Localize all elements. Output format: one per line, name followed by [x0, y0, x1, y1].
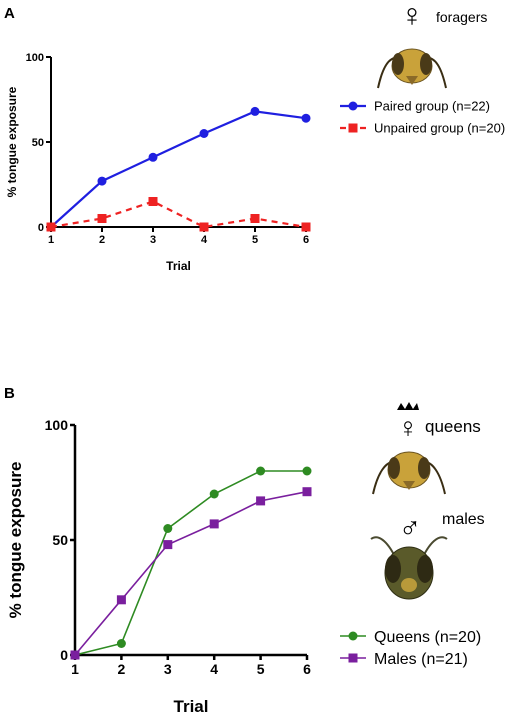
x-tick-label: 5: [252, 234, 258, 246]
data-point: [302, 487, 312, 497]
data-point: [256, 466, 266, 476]
y-tick-label: 50: [52, 532, 68, 548]
x-tick-label: 1: [71, 661, 79, 677]
panel-a-label: A: [4, 5, 15, 22]
chart-a: 0 50 100 1 2 3 4 5 6 Trial % tongue exposure Paired…: [5, 52, 505, 273]
y-tick-label: 0: [60, 647, 68, 663]
x-axis-label: Trial: [166, 259, 191, 273]
data-point: [46, 222, 56, 232]
x-tick-label: 5: [257, 661, 265, 677]
queens-label: queens: [425, 417, 481, 436]
legend-label-1: Queens (n=20): [374, 629, 481, 646]
data-point: [209, 519, 219, 529]
data-point: [302, 466, 312, 476]
data-point: [97, 176, 107, 186]
data-point: [148, 152, 158, 162]
panel-b-label: B: [4, 385, 15, 402]
queen-annotation: ♀ queens: [397, 402, 481, 443]
y-tick-label: 100: [26, 52, 44, 64]
y-axis-label: % tongue exposure: [5, 86, 19, 197]
data-point: [209, 489, 219, 499]
series-line-2: [50, 200, 307, 229]
x-tick-label: 3: [164, 661, 172, 677]
x-tick-label: 4: [201, 234, 208, 246]
legend-label-2: Unpaired group (n=20): [374, 121, 505, 136]
forager-annotation: ♀ foragers: [400, 0, 487, 33]
x-tick-label: 2: [99, 234, 105, 246]
data-point: [256, 496, 266, 506]
data-point: [301, 113, 311, 123]
chart-b: 0 50 100 1 2 3 4 5 6 Trial % tongue exposure Queens…: [6, 417, 481, 716]
legend-marker-2: [348, 123, 358, 133]
series-line-1: [50, 110, 307, 228]
males-label: males: [442, 511, 485, 528]
data-point: [163, 540, 173, 550]
series-line-2: [74, 490, 308, 656]
data-point: [250, 214, 260, 223]
legend-marker-2: [348, 653, 358, 663]
x-tick-label: 6: [303, 234, 309, 246]
male-head-icon: [370, 536, 448, 600]
queen-female-symbol-icon: ♀: [398, 412, 419, 443]
x-tick-label: 1: [48, 234, 54, 246]
x-tick-label: 4: [210, 661, 218, 677]
y-axis-label: % tongue exposure: [6, 462, 25, 619]
x-tick-label: 2: [118, 661, 126, 677]
foragers-label: foragers: [436, 9, 487, 25]
male-symbol-icon: ♂: [399, 512, 422, 545]
data-point: [116, 595, 126, 605]
y-tick-label: 0: [38, 222, 44, 234]
female-symbol-icon: ♀: [400, 0, 424, 33]
legend-label-1: Paired group (n=22): [374, 99, 490, 114]
x-tick-label: 3: [150, 234, 156, 246]
x-axis-label: Trial: [174, 697, 209, 716]
data-point: [250, 106, 260, 116]
y-tick-label: 100: [45, 417, 69, 433]
data-point: [199, 129, 209, 138]
forager-head-icon: [377, 48, 447, 89]
data-point: [116, 639, 126, 648]
data-point: [199, 222, 209, 232]
series-line-1: [74, 470, 307, 656]
x-tick-label: 6: [303, 661, 311, 677]
legend-marker-1: [348, 631, 358, 641]
y-tick-label: 50: [32, 137, 44, 149]
data-point: [97, 214, 107, 223]
data-point: [163, 524, 173, 533]
queen-head-icon: [372, 451, 446, 495]
data-point: [148, 197, 158, 206]
legend-label-2: Males (n=21): [374, 651, 468, 668]
data-point: [70, 650, 80, 660]
crown-icon: [397, 402, 419, 410]
male-annotation: ♂ males: [399, 511, 485, 545]
data-point: [301, 222, 311, 232]
legend-marker-1: [348, 101, 358, 111]
